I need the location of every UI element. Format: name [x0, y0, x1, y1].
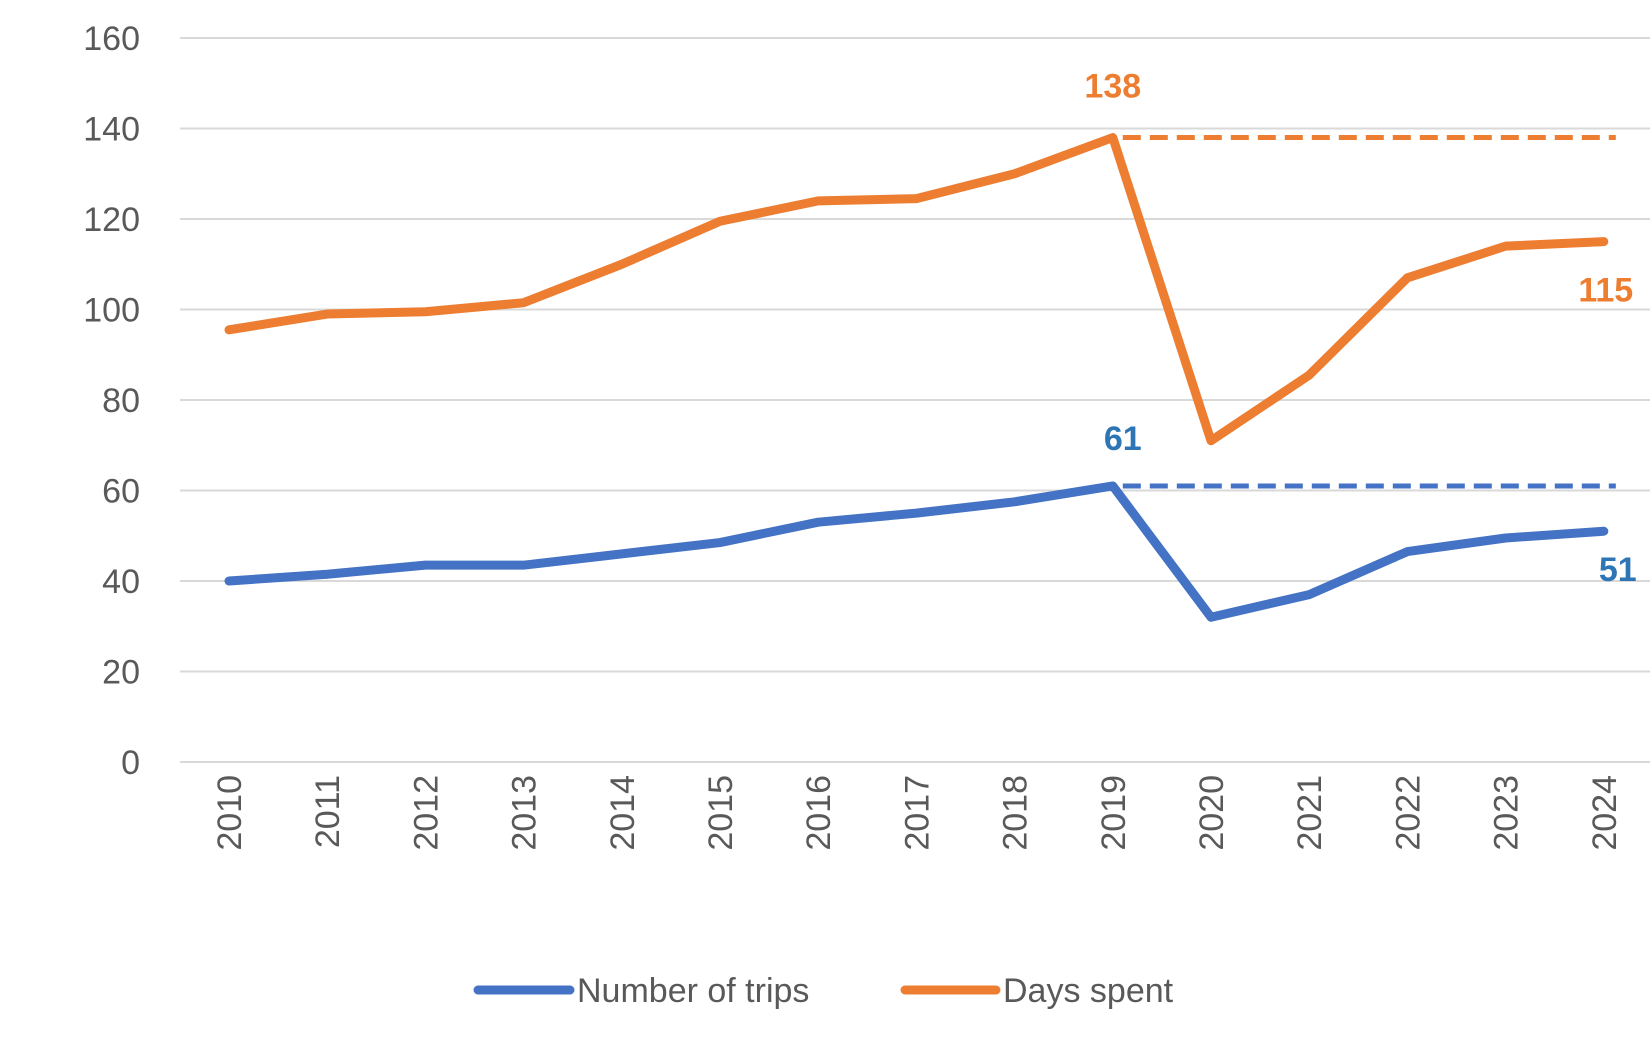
x-tick-label: 2015: [702, 775, 740, 851]
data-label: 51: [1599, 551, 1637, 589]
data-point: [1601, 529, 1606, 534]
series-line: [224, 481, 1609, 622]
data-point: [1110, 135, 1115, 140]
data-point: [521, 300, 526, 305]
data-point: [1307, 592, 1312, 597]
data-point: [1601, 239, 1606, 244]
data-point: [619, 551, 624, 556]
data-point: [1405, 549, 1410, 554]
x-tick-label: 2013: [506, 775, 544, 851]
y-tick-label: 100: [83, 292, 140, 330]
data-point: [914, 511, 919, 516]
data-point: [1012, 171, 1017, 176]
data-point: [1012, 499, 1017, 504]
data-point: [816, 198, 821, 203]
data-point: [423, 309, 428, 314]
x-tick-label: 2022: [1389, 775, 1427, 851]
x-tick-label: 2010: [211, 775, 249, 851]
x-tick-label: 2020: [1193, 775, 1231, 851]
y-tick-label: 140: [83, 111, 140, 149]
y-tick-label: 60: [102, 473, 140, 511]
x-tick-label: 2018: [997, 775, 1035, 851]
x-tick-label: 2023: [1488, 775, 1526, 851]
data-point: [227, 579, 231, 583]
data-point: [1110, 483, 1115, 488]
data-point: [1405, 275, 1410, 280]
legend-label: Number of trips: [577, 972, 809, 1010]
data-point: [1307, 373, 1312, 378]
x-tick-label: 2017: [898, 775, 936, 851]
y-tick-label: 0: [121, 744, 140, 782]
x-tick-label: 2024: [1586, 775, 1624, 851]
data-point: [227, 327, 231, 332]
data-point: [1503, 244, 1508, 249]
series-line: [224, 133, 1609, 446]
y-tick-label: 120: [83, 201, 140, 239]
data-point: [619, 262, 624, 267]
data-label: 61: [1104, 420, 1142, 458]
y-tick-label: 40: [102, 563, 140, 601]
data-label: 115: [1578, 272, 1633, 310]
data-point: [914, 196, 919, 201]
x-tick-label: 2011: [309, 775, 347, 848]
x-tick-label: 2019: [1095, 775, 1133, 851]
y-tick-label: 20: [102, 654, 140, 692]
data-point: [718, 219, 722, 224]
x-tick-label: 2016: [800, 775, 838, 851]
data-point: [423, 563, 428, 568]
data-point: [718, 540, 722, 545]
data-point: [521, 563, 526, 568]
x-tick-label: 2014: [604, 775, 642, 851]
data-point: [1209, 615, 1213, 620]
y-tick-label: 160: [83, 20, 140, 58]
data-point: [325, 572, 330, 577]
x-tick-label: 2021: [1291, 775, 1329, 851]
y-tick-label: 80: [102, 382, 140, 420]
x-tick-label: 2012: [407, 775, 445, 851]
data-point: [1209, 438, 1213, 443]
data-point: [325, 312, 330, 317]
data-point: [816, 520, 821, 525]
legend-label: Days spent: [1003, 972, 1174, 1010]
data-point: [1503, 536, 1508, 541]
data-label: 138: [1084, 68, 1141, 106]
